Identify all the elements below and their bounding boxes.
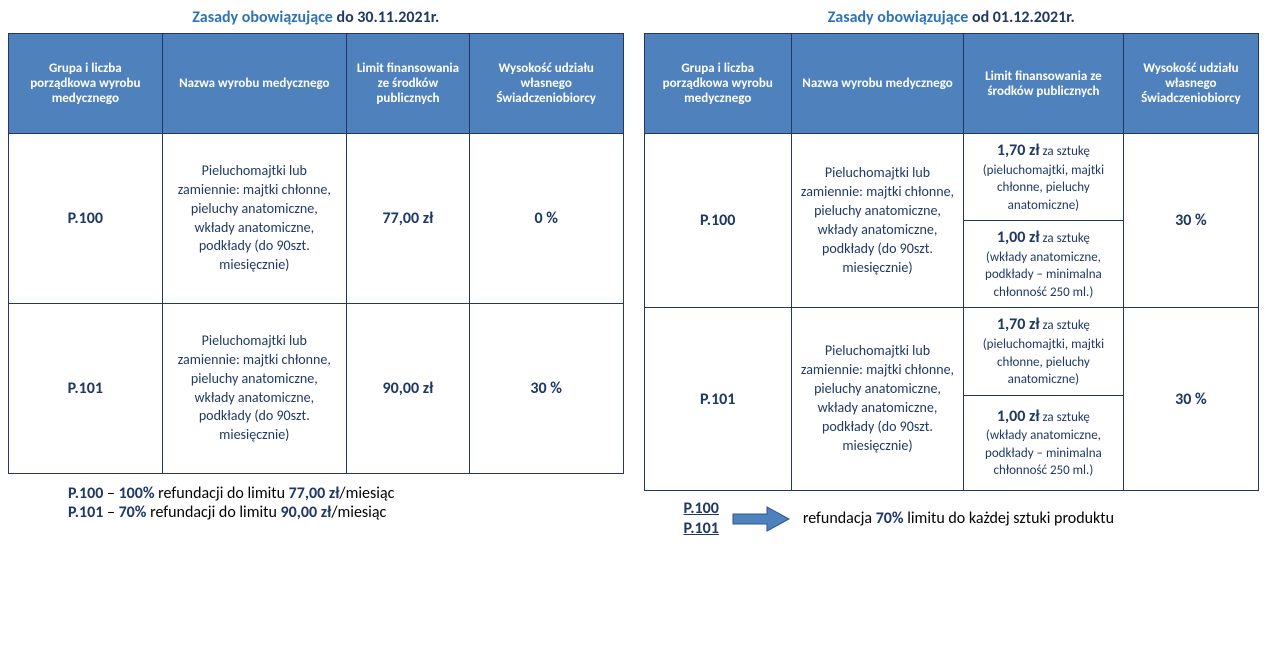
- footer-before: P.100 – 100% refundacji do limitu 77,00 …: [8, 484, 624, 522]
- table-row: P.100 Pieluchomajtki lub zamiennie: majt…: [9, 134, 624, 304]
- th-share: Wysokość udziału własnego Świadczeniobio…: [1123, 34, 1258, 134]
- cell-code: P.101: [644, 308, 791, 490]
- footer-tail: /miesiąc: [339, 484, 394, 503]
- footer-amount: 90,00 zł: [281, 503, 332, 522]
- table-header-row: Grupa i liczba porządkowa wyrobu medyczn…: [644, 34, 1259, 134]
- footer-pct: 100%: [119, 484, 155, 503]
- cell-limit-b: 1,00 zł za sztukę (wkłady anatomiczne, p…: [964, 395, 1124, 490]
- limit-unit: za sztukę: [1040, 231, 1090, 246]
- limit-note: (pieluchomajtki, majtki chłonne, pieluch…: [983, 163, 1104, 213]
- th-group: Grupa i liczba porządkowa wyrobu medyczn…: [9, 34, 163, 134]
- panel-after: Zasady obowiązujące od 01.12.2021r. Grup…: [644, 8, 1260, 539]
- cell-code: P.100: [644, 134, 791, 308]
- footer-text: limitu do każdej sztuki produktu: [904, 509, 1114, 528]
- cell-share: 30 %: [1123, 308, 1258, 490]
- limit-price: 1,70 zł: [997, 315, 1040, 334]
- table-row: P.101 Pieluchomajtki lub zamiennie: majt…: [644, 308, 1259, 395]
- footer-code: P.100: [68, 484, 103, 503]
- cell-share: 0 %: [469, 134, 623, 304]
- th-name: Nazwa wyrobu medycznego: [791, 34, 963, 134]
- footer-text: refundacja: [803, 509, 876, 528]
- table-row: P.101 Pieluchomajtki lub zamiennie: majt…: [9, 304, 624, 474]
- limit-unit: za sztukę: [1040, 410, 1090, 425]
- cell-desc: Pieluchomajtki lub zamiennie: majtki chł…: [162, 134, 346, 304]
- th-name: Nazwa wyrobu medycznego: [162, 34, 346, 134]
- arrow-right-icon: [731, 503, 791, 535]
- cell-limit: 77,00 zł: [346, 134, 469, 304]
- footer-text: refundacji do limitu: [146, 503, 280, 522]
- footer-amount: 77,00 zł: [289, 484, 340, 503]
- limit-note: (wkłady anatomiczne, podkłady – minimaln…: [985, 250, 1102, 300]
- cell-desc: Pieluchomajtki lub zamiennie: majtki chł…: [791, 308, 963, 490]
- title-before-suffix: do 30.11.2021r.: [336, 8, 439, 27]
- cell-share: 30 %: [469, 304, 623, 474]
- cell-limit-a: 1,70 zł za sztukę (pieluchomajtki, majtk…: [964, 308, 1124, 395]
- footer-code: P.101: [684, 519, 719, 539]
- title-after-suffix: od 01.12.2021r.: [972, 8, 1075, 27]
- table-after: Grupa i liczba porządkowa wyrobu medyczn…: [644, 33, 1260, 491]
- footer-after: P.100 P.101 refundacja 70% limitu do każ…: [644, 499, 1260, 539]
- th-limit: Limit finansowania ze środków publicznyc…: [964, 34, 1124, 134]
- footer-line: P.101 – 70% refundacji do limitu 90,00 z…: [68, 503, 604, 522]
- table-row: P.100 Pieluchomajtki lub zamiennie: majt…: [644, 134, 1259, 221]
- cell-limit-b: 1,00 zł za sztukę (wkłady anatomiczne, p…: [964, 221, 1124, 308]
- footer-pct: 70%: [119, 503, 147, 522]
- limit-note: (pieluchomajtki, majtki chłonne, pieluch…: [983, 337, 1104, 387]
- limit-note: (wkłady anatomiczne, podkłady – minimaln…: [985, 428, 1102, 478]
- cell-limit-a: 1,70 zł za sztukę (pieluchomajtki, majtk…: [964, 134, 1124, 221]
- title-after-prefix: Zasady obowiązujące: [828, 8, 972, 27]
- table-header-row: Grupa i liczba porządkowa wyrobu medyczn…: [9, 34, 624, 134]
- footer-codes: P.100 P.101: [684, 499, 719, 539]
- title-before-prefix: Zasady obowiązujące: [192, 8, 336, 27]
- cell-share: 30 %: [1123, 134, 1258, 308]
- comparison-wrapper: Zasady obowiązujące do 30.11.2021r. Grup…: [8, 8, 1259, 539]
- limit-price: 1,70 zł: [997, 141, 1040, 160]
- th-group: Grupa i liczba porządkowa wyrobu medyczn…: [644, 34, 791, 134]
- th-share: Wysokość udziału własnego Świadczeniobio…: [469, 34, 623, 134]
- footer-code: P.100: [684, 499, 719, 519]
- cell-limit: 90,00 zł: [346, 304, 469, 474]
- panel-before: Zasady obowiązujące do 30.11.2021r. Grup…: [8, 8, 624, 539]
- limit-unit: za sztukę: [1040, 318, 1090, 333]
- title-before: Zasady obowiązujące do 30.11.2021r.: [8, 8, 624, 27]
- title-after: Zasady obowiązujące od 01.12.2021r.: [644, 8, 1260, 27]
- footer-pct: 70%: [876, 509, 904, 528]
- footer-text: refundacji do limitu: [155, 484, 289, 503]
- cell-code: P.100: [9, 134, 163, 304]
- cell-code: P.101: [9, 304, 163, 474]
- limit-unit: za sztukę: [1040, 144, 1090, 159]
- footer-line: P.100 – 100% refundacji do limitu 77,00 …: [68, 484, 604, 503]
- footer-code: P.101: [68, 503, 103, 522]
- cell-desc: Pieluchomajtki lub zamiennie: majtki chł…: [162, 304, 346, 474]
- footer-summary: refundacja 70% limitu do każdej sztuki p…: [803, 509, 1114, 528]
- limit-price: 1,00 zł: [997, 228, 1040, 247]
- th-limit: Limit finansowania ze środków publicznyc…: [346, 34, 469, 134]
- table-before: Grupa i liczba porządkowa wyrobu medyczn…: [8, 33, 624, 474]
- footer-tail: /miesiąc: [331, 503, 386, 522]
- cell-desc: Pieluchomajtki lub zamiennie: majtki chł…: [791, 134, 963, 308]
- limit-price: 1,00 zł: [997, 407, 1040, 426]
